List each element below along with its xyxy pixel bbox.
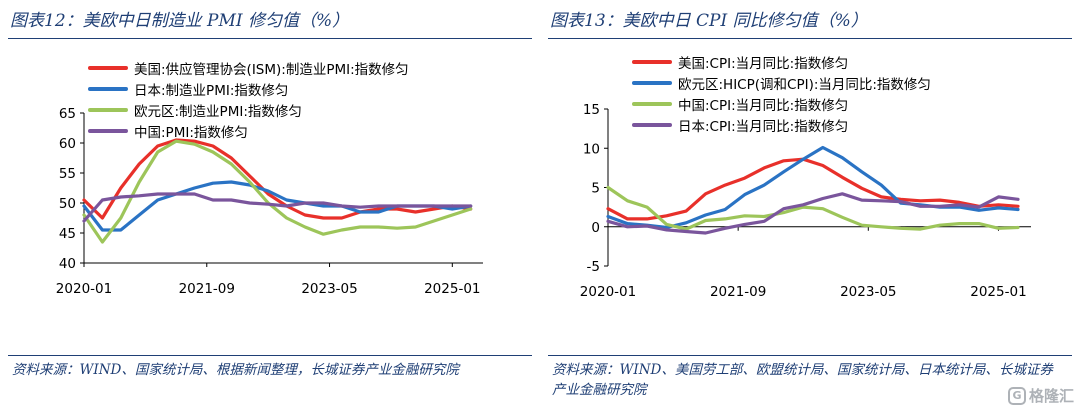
- x-tick-label: 2023-05: [840, 284, 896, 300]
- pmi-chart: 40 45 50 55 60 65 2020-01 2021-09 2023-05 2025-01: [56, 106, 483, 297]
- legend-swatch: [88, 86, 128, 91]
- x-tick-label: 2021-09: [179, 281, 235, 297]
- watermark-logo-icon: G: [1007, 386, 1026, 405]
- legend-swatch: [88, 128, 128, 133]
- x-tick-label: 2020-01: [56, 281, 112, 297]
- source-note: 资料来源：WIND、国家统计局、根据新闻整理，长城证券产业金融研究院: [12, 362, 459, 378]
- x-tick-label: 2025-01: [970, 284, 1026, 300]
- series-line-4: [606, 192, 1020, 235]
- source-rule: [8, 355, 532, 356]
- title-rule: [8, 38, 532, 39]
- legend-label: 中国:CPI:当月同比:指数修匀: [678, 97, 849, 114]
- figure-title: 图表12：美欧中日制造业 PMI 修匀值（%）: [10, 11, 350, 31]
- y-tick-label: 5: [591, 181, 600, 197]
- cpi-chart: -5 0 5 10 15 2020-01 2021-09 2023-05 2025-01: [580, 102, 1031, 300]
- legend-item-2: 欧元区:HICP(调和CPI):当月同比:指数修匀: [632, 72, 931, 93]
- y-tick-label: 55: [59, 166, 76, 182]
- y-tick-label: 50: [59, 196, 76, 212]
- legend-item-4: 中国:PMI:指数修匀: [88, 120, 409, 141]
- title-rule: [548, 38, 1072, 39]
- legend-label: 欧元区:HICP(调和CPI):当月同比:指数修匀: [678, 76, 931, 93]
- series-line-1: [606, 157, 1020, 221]
- legend-label: 美国:供应管理协会(ISM):制造业PMI:指数修匀: [134, 61, 409, 78]
- y-tick-label: 60: [59, 136, 76, 152]
- legend-swatch: [88, 107, 128, 112]
- watermark: G 格隆汇: [1007, 385, 1074, 406]
- figure-cpi: 图表13：美欧中日 CPI 同比修匀值（%） -5 0 5 10 15 2020-01 20…: [540, 0, 1080, 409]
- y-tick-label: 0: [591, 220, 600, 236]
- y-tick-label: 65: [59, 106, 76, 122]
- legend-item-4: 日本:CPI:当月同比:指数修匀: [632, 114, 931, 135]
- legend-item-2: 日本:制造业PMI:指数修匀: [88, 78, 409, 99]
- chart-legend: 美国:供应管理协会(ISM):制造业PMI:指数修匀 日本:制造业PMI:指数修匀…: [88, 57, 409, 141]
- source-rule: [548, 355, 1072, 356]
- legend-swatch: [632, 80, 672, 85]
- legend-item-3: 欧元区:制造业PMI:指数修匀: [88, 99, 409, 120]
- y-tick-label: 15: [583, 102, 600, 118]
- legend-label: 美国:CPI:当月同比:指数修匀: [678, 55, 849, 72]
- x-tick-label: 2023-05: [301, 281, 357, 297]
- y-tick-label: 45: [59, 226, 76, 242]
- y-tick-label: 10: [583, 141, 600, 157]
- y-tick-label: -5: [587, 259, 600, 275]
- series-line-3: [606, 185, 1020, 231]
- chart-legend: 美国:CPI:当月同比:指数修匀欧元区:HICP(调和CPI):当月同比:指数修…: [632, 51, 931, 135]
- figure-pmi: 图表12：美欧中日制造业 PMI 修匀值（%） 40 45 50 55 60 65 2020…: [8, 11, 532, 378]
- legend-swatch: [88, 65, 128, 70]
- series-line-3: [82, 139, 473, 244]
- x-tick-label: 2020-01: [580, 284, 636, 300]
- legend-item-1: 美国:供应管理协会(ISM):制造业PMI:指数修匀: [88, 57, 409, 78]
- legend-item-3: 中国:CPI:当月同比:指数修匀: [632, 93, 931, 114]
- series-line-4: [82, 192, 473, 223]
- legend-label: 中国:PMI:指数修匀: [134, 124, 248, 141]
- legend-label: 日本:CPI:当月同比:指数修匀: [678, 118, 849, 135]
- x-tick-label: 2025-01: [424, 281, 480, 297]
- legend-swatch: [632, 101, 672, 106]
- legend-swatch: [632, 59, 672, 64]
- y-tick-label: 40: [59, 256, 76, 272]
- legend-swatch: [632, 122, 672, 127]
- legend-label: 日本:制造业PMI:指数修匀: [134, 82, 289, 99]
- source-note: 资料来源：WIND、美国劳工部、欧盟统计局、国家统计局、日本统计局、长城证券产业…: [552, 362, 1053, 398]
- legend-label: 欧元区:制造业PMI:指数修匀: [134, 103, 302, 120]
- x-tick-label: 2021-09: [710, 284, 766, 300]
- figure-title: 图表13：美欧中日 CPI 同比修匀值（%）: [550, 11, 868, 31]
- watermark-text: 格隆汇: [1028, 387, 1074, 405]
- series-line-1: [82, 138, 473, 220]
- legend-item-1: 美国:CPI:当月同比:指数修匀: [632, 51, 931, 72]
